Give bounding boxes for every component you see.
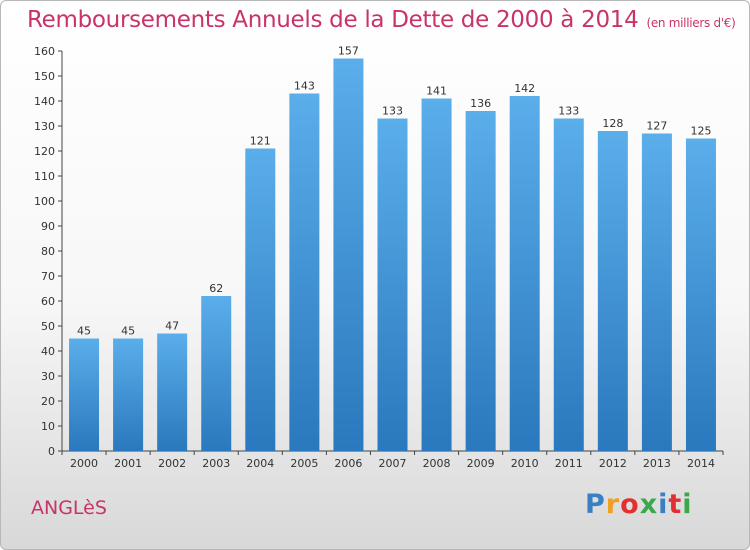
x-tick-label: 2005 [290,457,318,470]
x-tick-label: 2006 [334,457,362,470]
bar-2003 [201,296,232,451]
bar-2011 [553,118,584,451]
data-label: 136 [470,97,491,110]
logo-letter: t [668,489,683,520]
data-label: 121 [250,135,271,148]
x-tick-label: 2013 [643,457,671,470]
chart-subtitle: (en milliers d'€) [646,16,736,30]
data-label: 142 [514,82,535,95]
x-tick-label: 2001 [114,457,142,470]
y-tick-label: 120 [34,145,55,158]
data-label: 143 [294,80,315,93]
logo-letter: P [585,489,606,520]
x-tick-label: 2008 [423,457,451,470]
x-tick-label: 2000 [70,457,98,470]
bar-2009 [465,111,496,451]
bar-2008 [421,98,452,451]
data-label: 47 [165,320,179,333]
x-tick-label: 2007 [379,457,407,470]
y-tick-label: 70 [41,270,55,283]
y-tick-label: 80 [41,245,55,258]
proxiti-logo[interactable]: Proxiti [585,489,693,520]
x-tick-label: 2014 [687,457,715,470]
y-tick-label: 20 [41,395,55,408]
logo-letter: i [682,489,693,520]
commune-name: ANGLèS [31,497,107,519]
y-tick-label: 60 [41,295,55,308]
logo-letter: o [620,489,640,520]
x-tick-label: 2002 [158,457,186,470]
logo-letter: i [658,489,669,520]
bar-2007 [377,118,408,451]
data-label: 133 [558,105,579,118]
x-tick-label: 2010 [511,457,539,470]
chart-title-text: Remboursements Annuels de la Dette de 20… [27,7,639,33]
data-label: 133 [382,105,403,118]
y-tick-label: 40 [41,345,55,358]
y-tick-label: 100 [34,195,55,208]
data-label: 141 [426,85,447,98]
data-label: 157 [338,45,359,58]
data-label: 45 [121,325,135,338]
data-label: 62 [209,282,223,295]
logo-letter: x [639,489,659,520]
bar-2002 [157,333,188,451]
y-tick-label: 0 [48,445,55,458]
bar-2004 [245,148,276,451]
y-tick-label: 90 [41,220,55,233]
bar-2012 [597,131,628,451]
chart-title: Remboursements Annuels de la Dette de 20… [27,7,736,33]
bar-2010 [509,96,540,451]
data-label: 125 [690,125,711,138]
data-label: 45 [77,325,91,338]
y-tick-label: 10 [41,420,55,433]
x-tick-label: 2003 [202,457,230,470]
y-tick-label: 110 [34,170,55,183]
bar-2005 [289,93,320,451]
y-tick-label: 140 [34,95,55,108]
logo-letter: r [605,489,621,520]
y-tick-label: 130 [34,120,55,133]
data-label: 127 [646,120,667,133]
bars: 45 45 47 62 121 143 157 133 141 136 142 133 128 127 12… [69,45,716,451]
bar-chart: 0 10 20 30 40 50 60 70 80 90 100 110 120 130 140 150 160… [34,45,724,470]
data-label: 128 [602,117,623,130]
x-tick-label: 2004 [246,457,274,470]
axes: 0 10 20 30 40 50 60 70 80 90 100 110 120 130 140 150 160… [34,45,724,470]
bar-2000 [69,338,100,451]
y-tick-label: 150 [34,70,55,83]
x-tick-label: 2009 [467,457,495,470]
y-tick-label: 160 [34,45,55,58]
bar-2006 [333,58,364,451]
bar-2013 [641,133,672,451]
bar-2001 [113,338,144,451]
x-tick-label: 2012 [599,457,627,470]
bar-2014 [685,138,716,451]
y-tick-label: 30 [41,370,55,383]
x-tick-label: 2011 [555,457,583,470]
y-tick-label: 50 [41,320,55,333]
